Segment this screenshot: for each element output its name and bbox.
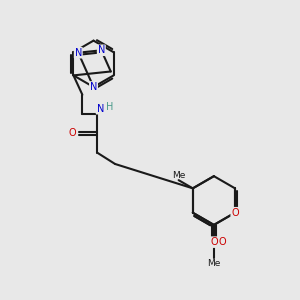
Text: N: N <box>75 48 82 58</box>
Text: Me: Me <box>207 259 220 268</box>
Text: O: O <box>210 237 218 247</box>
Text: H: H <box>106 102 113 112</box>
Text: N: N <box>90 82 97 92</box>
Text: O: O <box>218 237 226 247</box>
Text: Me: Me <box>172 171 185 180</box>
Text: O: O <box>69 128 76 138</box>
Text: N: N <box>97 104 104 114</box>
Text: O: O <box>231 208 239 218</box>
Text: N: N <box>98 45 105 55</box>
